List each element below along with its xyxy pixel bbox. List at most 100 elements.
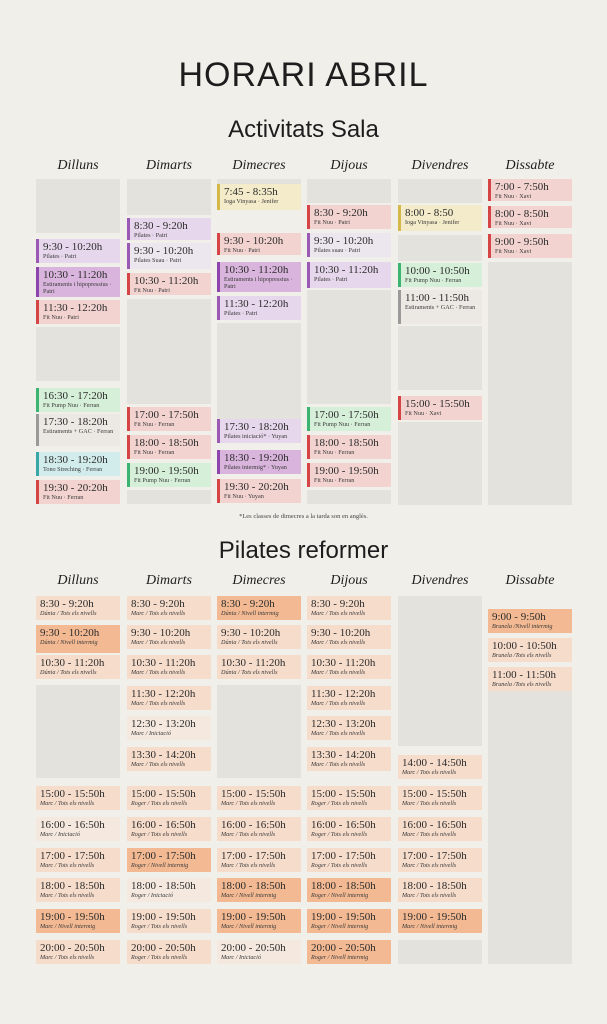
class-slot[interactable]: 15:00 - 15:50h Marc / Tots els nivells (217, 786, 301, 810)
class-slot[interactable]: 9:30 - 10:20h Dúnia / Tots els nivells (217, 625, 301, 649)
class-time: 9:30 - 10:20h (43, 241, 103, 253)
class-slot[interactable]: 19:00 - 19:50h Roger / Tots els nivells (127, 909, 211, 933)
class-slot[interactable]: 19:30 - 20:20h Fit Nuu · Ferran (36, 480, 120, 504)
class-slot[interactable]: 10:30 - 11:20h Estiraments i hipopressius… (36, 267, 120, 297)
class-slot[interactable]: 18:00 - 18:50h Marc / Tots els nivells (398, 878, 482, 902)
class-slot[interactable]: 9:00 - 9:50h Fit Nuu · Xavi (488, 234, 572, 258)
class-slot[interactable]: 17:00 - 17:50h Roger / Tots els nivells (307, 848, 391, 872)
class-slot[interactable]: 10:30 - 11:20h Pilates · Patri (307, 262, 391, 288)
class-slot[interactable]: 11:00 - 11:50h Estiraments + GAC · Ferran (398, 290, 482, 324)
class-slot[interactable]: 20:00 - 20:50h Roger / Nivell intermig (307, 940, 391, 964)
class-slot[interactable]: 10:00 - 10:50h Fit Pump Nuu · Ferran (398, 263, 482, 287)
class-slot[interactable]: 19:00 - 19:50h Roger / Nivell intermig (307, 909, 391, 933)
class-slot[interactable]: 9:30 - 10:20h Marc / Tots els nivells (307, 625, 391, 649)
class-info: Roger / Tots els nivells (131, 954, 188, 961)
class-slot[interactable]: 11:30 - 12:20h Marc / Tots els nivells (307, 686, 391, 710)
class-slot[interactable]: 17:30 - 18:20h Pilates iniciació* · Yuyan (217, 419, 301, 443)
class-info: Marc / Tots els nivells (221, 862, 276, 869)
class-slot[interactable]: 10:30 - 11:20h Estiraments i hipopressius… (217, 262, 301, 292)
class-slot[interactable]: 8:30 - 9:20h Marc / Tots els nivells (127, 596, 211, 620)
class-slot[interactable]: 18:00 - 18:50h Marc / Nivell intermig (217, 878, 301, 902)
class-time: 16:00 - 16:50h (402, 819, 467, 831)
class-info: Fit Nuu · Patri (134, 287, 170, 294)
class-slot[interactable]: 9:30 - 10:20h Marc / Tots els nivells (127, 625, 211, 649)
class-slot[interactable]: 18:30 - 19:20h Pilates intermig* · Yuyan (217, 450, 301, 474)
class-slot[interactable]: 11:30 - 12:20h Fit Nuu · Patri (36, 300, 120, 324)
class-slot[interactable]: 13:30 - 14:20h Marc / Tots els nivells (127, 747, 211, 771)
class-slot[interactable]: 11:00 - 11:50h Brunela /Tots els nivells (488, 667, 572, 691)
class-slot[interactable]: 9:30 - 10:20h Pilates suau · Patri (307, 233, 391, 257)
class-slot[interactable]: 8:30 - 9:20h Marc / Tots els nivells (307, 596, 391, 620)
footnote: *Les classes de dimecres a la tarda son … (239, 513, 368, 520)
class-slot[interactable]: 15:00 - 15:50h Roger / Tots els nivells (127, 786, 211, 810)
class-slot[interactable]: 16:00 - 16:50h Marc / Tots els nivells (398, 817, 482, 841)
class-slot[interactable]: 18:00 - 18:50h Roger / Nivell intermig (307, 878, 391, 902)
class-slot[interactable]: 9:30 - 10:20h Pilates · Patri (36, 239, 120, 263)
class-time: 10:30 - 11:20h (224, 264, 289, 276)
class-slot[interactable]: 8:30 - 9:20h Dúnia / Nivell intermig (217, 596, 301, 620)
class-slot[interactable]: 10:30 - 11:20h Marc / Tots els nivells (307, 655, 391, 679)
class-slot[interactable]: 17:30 - 18:20h Estiraments + GAC · Ferran (36, 414, 120, 446)
class-slot[interactable]: 19:00 - 19:50h Fit Pump Nuu · Ferran (127, 463, 211, 487)
class-slot[interactable]: 15:00 - 15:50h Marc / Tots els nivells (398, 786, 482, 810)
class-slot[interactable]: 11:30 - 12:20h Marc / Tots els nivells (127, 686, 211, 710)
class-slot[interactable]: 17:00 - 17:50h Roger / Nivell intermig (127, 848, 211, 872)
class-slot[interactable]: 7:45 - 8:35h Ioga Vinyasa · Jenifer (217, 184, 301, 210)
class-slot[interactable]: 8:30 - 9:20h Fit Nuu · Patri (307, 205, 391, 229)
class-slot[interactable]: 12:30 - 13:20h Marc / Tots els nivells (307, 716, 391, 740)
class-time: 9:30 - 10:20h (40, 627, 100, 639)
class-slot[interactable]: 9:30 - 10:20h Pilates Suau · Patri (127, 243, 211, 269)
class-slot[interactable]: 12:30 - 13:20h Marc / Iniciació (127, 716, 211, 740)
class-info: Fit Pump Nuu · Ferran (43, 402, 100, 409)
class-slot[interactable]: 9:00 - 9:50h Brunela /Nivell intermig (488, 609, 572, 633)
class-slot[interactable]: 19:00 - 19:50h Marc / Nivell intermig (398, 909, 482, 933)
class-slot[interactable]: 10:30 - 11:20h Dúnia / Tots els nivells (36, 655, 120, 679)
class-slot[interactable]: 16:30 - 17:20h Fit Pump Nuu · Ferran (36, 388, 120, 412)
class-slot[interactable]: 18:00 - 18:50h Fit Nuu · Ferran (307, 435, 391, 459)
class-slot[interactable]: 8:30 - 9:20h Dúnia / Tots els nivells (36, 596, 120, 620)
class-time: 8:30 - 9:20h (40, 598, 94, 610)
class-slot[interactable]: 18:00 - 18:50h Marc / Tots els nivells (36, 878, 120, 902)
day-header: Dimecres (232, 158, 286, 173)
class-slot[interactable]: 17:00 - 17:50h Marc / Tots els nivells (217, 848, 301, 872)
class-slot[interactable]: 16:00 - 16:50h Marc / Iniciació (36, 817, 120, 841)
class-slot[interactable]: 17:00 - 17:50h Fit Nuu · Ferran (127, 407, 211, 431)
class-slot[interactable]: 14:00 - 14:50h Marc / Tots els nivells (398, 755, 482, 779)
class-slot[interactable]: 16:00 - 16:50h Roger / Tots els nivells (307, 817, 391, 841)
class-slot[interactable]: 15:00 - 15:50h Roger / Tots els nivells (307, 786, 391, 810)
class-slot[interactable]: 19:00 - 19:50h Marc / Nivell intermig (36, 909, 120, 933)
class-slot[interactable]: 17:00 - 17:50h Fit Pump Nuu · Ferran (307, 407, 391, 431)
class-slot[interactable]: 9:30 - 10:20h Dúnia / Nivell intermig (36, 625, 120, 653)
class-slot[interactable]: 11:30 - 12:20h Pilates · Patri (217, 296, 301, 320)
class-slot[interactable]: 15:00 - 15:50h Marc / Tots els nivells (36, 786, 120, 810)
class-slot[interactable]: 10:00 - 10:50h Brunela /Tots els nivells (488, 638, 572, 662)
class-info: Estiraments i hipopressius · Patri (43, 281, 112, 295)
class-slot[interactable]: 18:30 - 19:20h Tono Streching · Ferran (36, 452, 120, 476)
class-slot[interactable]: 20:00 - 20:50h Roger / Tots els nivells (127, 940, 211, 964)
class-slot[interactable]: 17:00 - 17:50h Marc / Tots els nivells (398, 848, 482, 872)
class-slot[interactable]: 8:00 - 8:50 Ioga Vinyasa · Jenifer (398, 205, 482, 231)
class-slot[interactable]: 18:00 - 18:50h Fit Nuu · Ferran (127, 435, 211, 459)
class-slot[interactable]: 20:00 - 20:50h Marc / Iniciació (217, 940, 301, 964)
class-info: Pilates · Patri (43, 253, 77, 260)
class-slot[interactable]: 16:00 - 16:50h Roger / Tots els nivells (127, 817, 211, 841)
class-info: Marc / Tots els nivells (311, 730, 366, 737)
class-slot[interactable]: 19:00 - 19:50h Marc / Nivell intermig (217, 909, 301, 933)
class-slot[interactable]: 7:00 - 7:50h Fit Nuu · Xavi (488, 179, 572, 201)
class-slot[interactable]: 19:00 - 19:50h Fit Nuu · Ferran (307, 463, 391, 487)
class-slot[interactable]: 19:30 - 20:20h Fit Nuu · Yuyan (217, 479, 301, 503)
day-header: Dimarts (146, 573, 192, 588)
class-slot[interactable]: 13:30 - 14:20h Marc / Tots els nivells (307, 747, 391, 771)
class-slot[interactable]: 16:00 - 16:50h Marc / Tots els nivells (217, 817, 301, 841)
class-slot[interactable]: 10:30 - 11:20h Dúnia / Tots els nivells (217, 655, 301, 679)
class-slot[interactable]: 15:00 - 15:50h Fit Nuu · Xavi (398, 396, 482, 420)
class-slot[interactable]: 10:30 - 11:20h Marc / Tots els nivells (127, 655, 211, 679)
class-slot[interactable]: 9:30 - 10:20h Fit Nuu · Patri (217, 233, 301, 255)
class-slot[interactable]: 10:30 - 11:20h Fit Nuu · Patri (127, 273, 211, 295)
class-slot[interactable]: 20:00 - 20:50h Marc / Tots els nivells (36, 940, 120, 964)
day-header: Dimecres (232, 573, 286, 588)
class-slot[interactable]: 8:00 - 8:50h Fit Nuu · Xavi (488, 206, 572, 228)
class-slot[interactable]: 18:00 - 18:50h Roger / Iniciació (127, 878, 211, 902)
class-slot[interactable]: 8:30 - 9:20h Pilates · Patri (127, 218, 211, 240)
class-slot[interactable]: 17:00 - 17:50h Marc / Tots els nivells (36, 848, 120, 872)
